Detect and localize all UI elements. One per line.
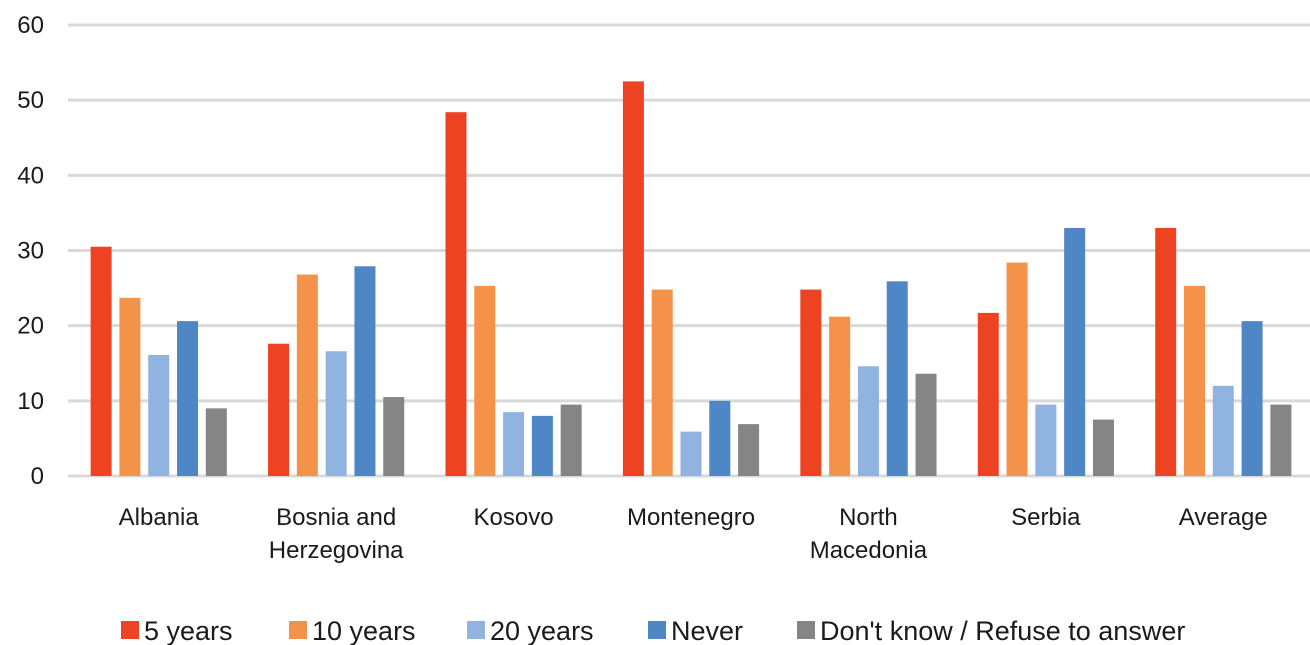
bar: [296, 274, 318, 476]
bar: [1155, 227, 1177, 476]
y-tick-label: 10: [17, 388, 44, 415]
bar: [1092, 419, 1114, 476]
bar: [474, 285, 496, 476]
y-tick-label: 20: [17, 313, 44, 340]
bar: [325, 351, 347, 476]
y-tick-label: 40: [17, 162, 44, 189]
bar: [383, 397, 405, 476]
bar: [1270, 404, 1292, 476]
x-category-label: Macedonia: [810, 537, 928, 564]
bar: [1241, 321, 1263, 476]
bar: [1064, 227, 1086, 476]
bar: [503, 412, 525, 476]
bar: [829, 316, 851, 476]
bar: [90, 246, 112, 476]
bar: [354, 266, 376, 476]
x-category-label: Average: [1179, 504, 1268, 531]
x-category-label: North: [839, 504, 898, 531]
y-tick-label: 0: [31, 463, 44, 490]
bar: [560, 404, 582, 476]
legend-label: Never: [671, 616, 743, 645]
bar: [977, 312, 999, 476]
bar: [680, 431, 702, 476]
bar: [1212, 385, 1234, 476]
bar: [148, 354, 170, 476]
x-category-label: Montenegro: [627, 504, 755, 531]
y-tick-label: 60: [17, 12, 44, 39]
bar: [857, 366, 879, 476]
bar: [531, 415, 553, 476]
legend-swatch: [797, 621, 815, 639]
legend-swatch: [121, 621, 139, 639]
legend-label: 20 years: [490, 616, 594, 645]
x-category-label: Serbia: [1011, 504, 1081, 531]
x-axis-categories: Albania Bosnia and Herzegovina Kosovo Monten…: [119, 504, 1268, 564]
y-axis-ticks: 0 10 20 30 40 50 60: [17, 12, 44, 490]
y-tick-label: 50: [17, 87, 44, 114]
bar: [800, 289, 822, 476]
bar: [622, 81, 644, 476]
bar: [1006, 262, 1028, 476]
legend-swatch: [648, 621, 666, 639]
legend-swatch: [467, 621, 485, 639]
bar: [205, 408, 227, 476]
bar: [651, 289, 673, 476]
x-category-label: Kosovo: [474, 504, 554, 531]
legend-label: 5 years: [144, 616, 233, 645]
bar: [709, 400, 731, 476]
bar: [915, 373, 937, 476]
x-category-label: Bosnia and: [276, 504, 396, 531]
legend-swatch: [289, 621, 307, 639]
legend: 5 years 10 years 20 years Never Don't know /…: [121, 616, 1185, 645]
gridlines: [68, 23, 1310, 478]
x-category-label: Herzegovina: [269, 537, 404, 564]
bar: [177, 321, 199, 476]
bar: [445, 112, 467, 477]
x-category-label: Albania: [119, 504, 200, 531]
legend-label: Don't know / Refuse to answer: [820, 616, 1185, 645]
legend-label: 10 years: [312, 616, 416, 645]
bars: [90, 81, 1292, 477]
bar: [1183, 285, 1205, 476]
bar: [268, 343, 290, 476]
bar: [119, 297, 141, 476]
bar: [886, 281, 908, 476]
bar: [738, 424, 760, 476]
y-tick-label: 30: [17, 238, 44, 265]
bar: [1035, 404, 1057, 476]
